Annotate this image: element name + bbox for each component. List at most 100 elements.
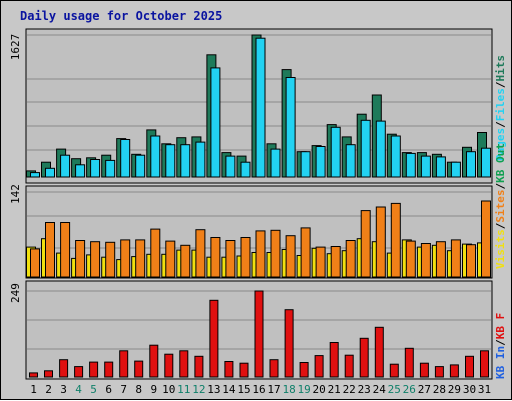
kb-legend-kb-in: KB In xyxy=(494,346,507,379)
visits-bar-sites-14 xyxy=(225,240,236,278)
visits-bar-sites-17 xyxy=(270,229,281,278)
hits-legend-hits: Hits xyxy=(494,55,507,82)
day-label-27: 27 xyxy=(418,383,431,396)
visits-bar-sites-19 xyxy=(300,227,311,278)
day-label-10: 10 xyxy=(162,383,175,396)
visits-bar-sites-24 xyxy=(375,206,386,278)
visits-legend: Visits/Sites/KB Out xyxy=(494,143,507,269)
visits-legend-kb-out: KB Out xyxy=(494,143,507,183)
kb-bar-kb-f-20 xyxy=(314,355,324,378)
visits-bar-sites-27 xyxy=(420,243,431,278)
hits-bar-files-20 xyxy=(315,146,326,178)
hits-legend: Pages/Files/Hits xyxy=(494,55,507,161)
day-label-23: 23 xyxy=(358,383,371,396)
hits-bar-files-10 xyxy=(165,144,176,178)
kb-bar-kb-f-17 xyxy=(269,359,279,378)
day-label-21: 21 xyxy=(328,383,341,396)
visits-bar-sites-15 xyxy=(240,237,251,278)
day-label-19: 19 xyxy=(297,383,310,396)
hits-bar-files-29 xyxy=(450,161,461,178)
visits-bar-sites-25 xyxy=(390,202,401,278)
kb-bar-kb-f-30 xyxy=(465,355,474,378)
kb-bar-kb-f-16 xyxy=(254,290,264,378)
bars-layer xyxy=(26,34,491,378)
hits-bar-files-3 xyxy=(60,154,71,178)
visits-bar-sites-4 xyxy=(75,240,86,278)
visits-bar-sites-21 xyxy=(330,246,341,278)
visits-bar-sites-1 xyxy=(30,248,40,278)
visits-bar-sites-2 xyxy=(45,222,55,278)
visits-bar-sites-31 xyxy=(481,200,491,278)
hits-bar-files-2 xyxy=(45,167,55,178)
day-axis: 1 2 3 4 5 6 7 8 9 10 11 12 13 14 15 16 17 18 19 20 21 22 23 24 2… xyxy=(30,383,491,396)
kb-panel: 249 xyxy=(9,280,493,380)
hits-bar-files-26 xyxy=(405,152,416,178)
hits-bar-files-1 xyxy=(30,172,40,178)
kb-bar-kb-f-14 xyxy=(224,361,234,378)
kb-bar-kb-f-18 xyxy=(284,309,294,378)
visits-legend-separator: / xyxy=(494,183,507,190)
hits-legend-files: Files xyxy=(494,88,507,121)
visits-bar-sites-30 xyxy=(466,244,476,278)
day-label-4: 4 xyxy=(75,383,82,396)
kb-bar-kb-f-2 xyxy=(44,370,53,378)
visits-bar-sites-16 xyxy=(255,230,266,278)
kb-bar-kb-f-9 xyxy=(149,344,159,378)
visits-bar-sites-29 xyxy=(450,239,461,278)
hits-bar-files-14 xyxy=(225,155,236,178)
day-label-11: 11 xyxy=(177,383,190,396)
hits-bar-files-9 xyxy=(150,135,161,178)
kb-bar-kb-f-19 xyxy=(299,362,309,378)
day-label-20: 20 xyxy=(312,383,325,396)
day-label-22: 22 xyxy=(343,383,356,396)
visits-bar-sites-10 xyxy=(165,240,176,278)
kb-bar-kb-f-25 xyxy=(389,363,399,378)
visits-bar-sites-3 xyxy=(60,222,71,278)
visits-bar-sites-22 xyxy=(345,240,356,278)
day-label-3: 3 xyxy=(60,383,67,396)
hits-bar-files-5 xyxy=(90,159,101,178)
visits-ymax-label: 142 xyxy=(9,184,22,204)
visits-bar-sites-11 xyxy=(180,244,191,278)
hits-bar-files-31 xyxy=(481,147,491,178)
kb-bar-kb-f-31 xyxy=(480,350,489,378)
hits-bar-files-28 xyxy=(435,156,446,178)
visits-legend-visits: Visits xyxy=(494,229,507,269)
hits-bar-files-27 xyxy=(420,155,431,178)
kb-bar-kb-f-22 xyxy=(344,354,354,378)
visits-bar-sites-20 xyxy=(315,246,326,278)
hits-bar-files-24 xyxy=(375,120,386,178)
visits-bar-sites-12 xyxy=(195,229,206,278)
hits-bar-files-8 xyxy=(135,154,146,178)
kb-bar-kb-f-27 xyxy=(419,362,429,378)
day-label-30: 30 xyxy=(463,383,476,396)
hits-bar-files-11 xyxy=(180,144,191,178)
visits-bar-sites-28 xyxy=(435,241,446,278)
kb-bar-kb-f-10 xyxy=(164,353,174,378)
kb-bar-kb-f-28 xyxy=(434,366,444,378)
day-label-9: 9 xyxy=(150,383,157,396)
visits-bar-sites-13 xyxy=(210,237,221,278)
kb-bar-kb-f-1 xyxy=(29,372,38,378)
hits-bar-files-13 xyxy=(210,67,221,178)
kb-bar-kb-f-26 xyxy=(404,347,414,378)
chart-title: Daily usage for October 2025 xyxy=(20,9,222,23)
day-label-14: 14 xyxy=(222,383,236,396)
day-label-17: 17 xyxy=(267,383,280,396)
visits-legend-separator: / xyxy=(494,222,507,229)
kb-legend: KB In/KB F xyxy=(494,313,507,379)
day-label-12: 12 xyxy=(192,383,205,396)
hits-bar-files-4 xyxy=(75,164,86,178)
hits-bar-files-17 xyxy=(270,148,281,178)
hits-legend-separator: / xyxy=(494,81,507,88)
kb-bar-kb-f-24 xyxy=(374,326,384,378)
day-label-7: 7 xyxy=(120,383,127,396)
kb-bar-kb-f-13 xyxy=(209,299,219,378)
hits-bar-files-25 xyxy=(390,135,401,178)
day-label-31: 31 xyxy=(478,383,491,396)
kb-bar-kb-f-15 xyxy=(239,362,249,378)
hits-bar-files-6 xyxy=(105,159,116,178)
day-label-1: 1 xyxy=(30,383,37,396)
